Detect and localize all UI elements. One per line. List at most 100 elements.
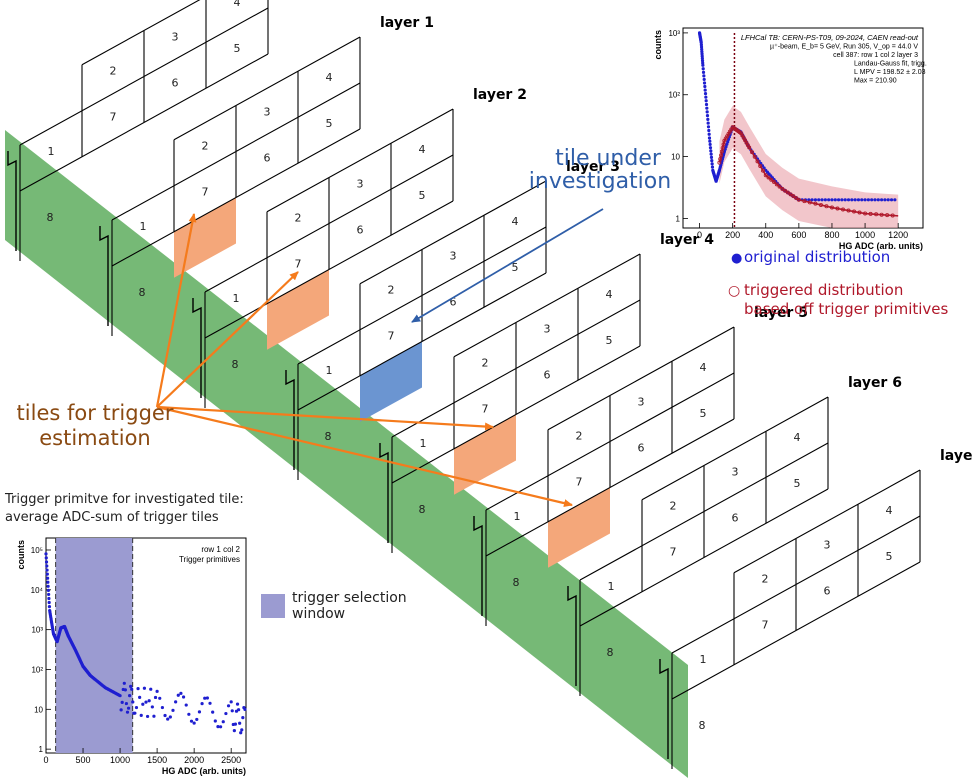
x-tick-label: 0 (43, 755, 48, 765)
tile-2: 2 (202, 140, 209, 153)
primitive-point (187, 712, 191, 716)
original-point (703, 84, 707, 89)
bottom-histogram: 0 500 1000 1500 2000 2500 1 10 10² 10³ 10⁴ 10⁵ HG AD… (16, 537, 247, 776)
tile-6: 6 (357, 223, 364, 236)
fit-curve (718, 125, 899, 217)
tile-5: 5 (419, 189, 426, 202)
tile-7: 7 (110, 111, 117, 124)
trigger-arrow (156, 405, 494, 431)
tile-2: 2 (576, 430, 583, 443)
primitive-point (44, 560, 49, 564)
original-point (706, 125, 711, 129)
original-point (704, 102, 709, 107)
top-histogram: 0 200 400 600 800 1000 1200 1 10 10² 10³ HG ADC (ar… (653, 27, 927, 251)
original-point (700, 52, 704, 56)
original-point (707, 136, 712, 140)
primitive-point (44, 552, 48, 556)
primitive-point (138, 695, 142, 700)
primitive-point (160, 705, 165, 710)
original-point (840, 198, 844, 202)
tile-6: 6 (824, 584, 831, 597)
y-tick-label: 10³ (668, 29, 680, 38)
original-point (710, 158, 714, 163)
original-point (699, 43, 703, 47)
tile-4: 4 (419, 143, 426, 156)
layer-6: 2 3 4 1 7 6 5 8 layer 6 (567, 375, 902, 696)
layer-3: 2 3 4 1 7 6 5 8 layer 3 (285, 159, 620, 480)
original-point (708, 142, 712, 147)
primitive-point (189, 719, 194, 723)
original-point (705, 110, 709, 114)
triggered-point (788, 192, 793, 197)
x-tick-label: 200 (725, 230, 740, 240)
tile-6: 6 (450, 295, 457, 308)
layer-1: 2 3 4 1 7 6 5 8 layer 1 (99, 15, 434, 336)
grid-line (266, 108, 454, 213)
primitive-point (129, 684, 133, 688)
original-point (701, 70, 706, 74)
layer-label: layer 6 (848, 375, 902, 391)
primitive-point (235, 702, 240, 706)
tile-1: 1 (700, 653, 707, 666)
primitive-point (47, 592, 51, 597)
tile-4: 4 (512, 215, 519, 228)
primitive-point (179, 691, 183, 695)
investigated-tile (360, 341, 422, 422)
primitive-point (230, 709, 234, 713)
triggered-point (774, 182, 779, 187)
layer-label: layer 4 (660, 232, 714, 248)
original-point (810, 198, 814, 202)
primitive-point (141, 702, 145, 706)
tile-6: 6 (264, 151, 271, 164)
x-axis-label: HG ADC (arb. units) (839, 241, 923, 251)
tile-7: 7 (762, 619, 769, 632)
primitive-point (45, 576, 50, 580)
original-point (702, 74, 706, 78)
primitive-point (152, 714, 156, 718)
primitive-point (122, 681, 126, 685)
triggered-point (755, 159, 760, 164)
original-point (724, 145, 728, 149)
tile-1: 1 (608, 580, 615, 593)
tile-4: 4 (700, 361, 707, 374)
original-point (893, 198, 897, 202)
tile-1: 1 (233, 292, 240, 305)
primitive-point (240, 728, 244, 732)
original-point (707, 132, 711, 136)
original-point (876, 198, 880, 202)
tile-under-label: tile under (555, 146, 662, 171)
tile-8: 8 (607, 646, 614, 659)
original-point (705, 114, 710, 118)
grid-line (733, 469, 921, 574)
y-tick-label: 10 (34, 705, 43, 714)
primitive-point (124, 701, 129, 706)
layer-7: 2 3 4 1 7 6 5 8 layer (659, 448, 973, 769)
original-point (702, 81, 707, 85)
primitive-point (153, 695, 158, 700)
original-point (699, 45, 704, 49)
triggered-point (772, 180, 777, 185)
primitive-point (155, 689, 159, 693)
tile-2: 2 (482, 357, 489, 370)
primitive-point (127, 694, 132, 698)
legend-triggered-marker: ○ (728, 283, 740, 299)
primitive-point (139, 713, 143, 717)
layer-edge (473, 516, 483, 616)
primitive-point (181, 695, 186, 699)
primitive-point (184, 703, 188, 707)
original-point (830, 198, 834, 202)
tile-3: 3 (264, 105, 271, 118)
original-point (863, 198, 867, 202)
primitive-point (133, 711, 137, 715)
primitive-point (229, 700, 233, 704)
triggered-point (752, 154, 757, 159)
original-point (823, 198, 827, 202)
primitive-point (45, 564, 49, 568)
original-point (700, 49, 704, 54)
legend-original-marker: ● (731, 251, 742, 266)
original-point (883, 198, 887, 202)
primitive-point (150, 705, 154, 709)
original-point (709, 152, 713, 156)
layer-label: layer 5 (754, 305, 808, 321)
